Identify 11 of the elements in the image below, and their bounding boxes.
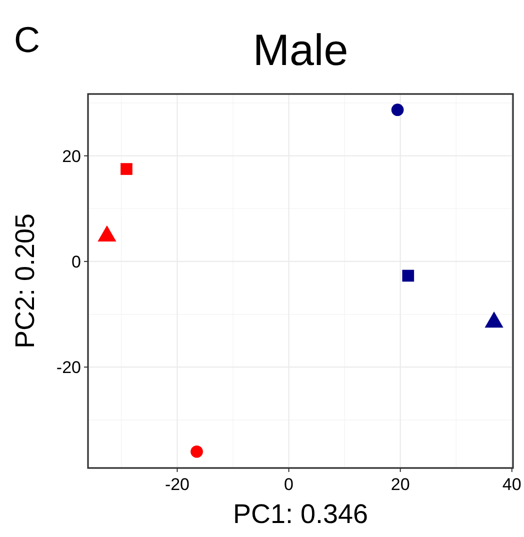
x-tick-label: 20 (390, 475, 410, 494)
x-tick-label: -20 (164, 475, 190, 494)
x-tick-label: 40 (502, 475, 522, 494)
y-tick-label: 0 (72, 252, 81, 272)
x-axis-title: PC1: 0.346 (232, 499, 368, 529)
text: C (14, 19, 40, 60)
y-axis-title: PC2: 0.205 (10, 213, 40, 349)
y-tick-label: 20 (62, 146, 81, 166)
chart-title: Male (252, 26, 348, 75)
y-tick-label: -20 (56, 358, 81, 378)
x-tick-label: 0 (284, 475, 294, 494)
